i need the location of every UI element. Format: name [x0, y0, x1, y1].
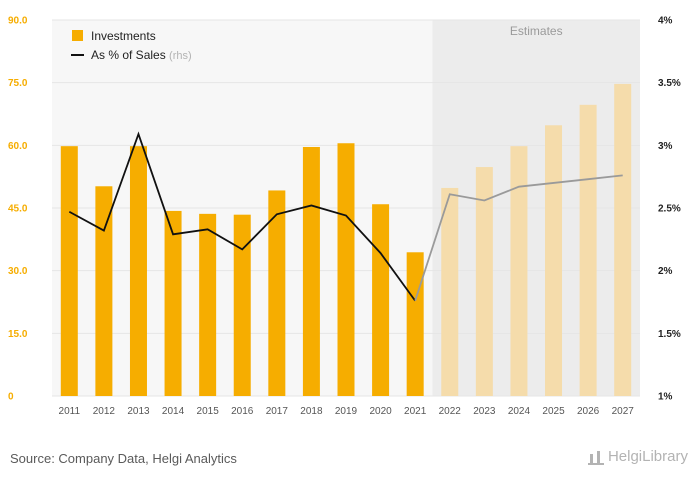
y-right-tick-label: 1%: [658, 392, 673, 403]
investment-bar: [372, 204, 390, 396]
x-tick-label: 2018: [300, 406, 323, 417]
x-tick-label: 2013: [127, 406, 150, 417]
x-tick-label: 2012: [93, 406, 116, 417]
investment-bar: [545, 125, 563, 396]
logo-text: HelgiLibrary: [607, 448, 688, 465]
y-right-tick-label: 2%: [658, 266, 673, 277]
investment-bar: [95, 186, 113, 396]
investment-bar: [302, 147, 320, 396]
sales-pct-line-actual: [68, 131, 416, 302]
x-tick-label: 2017: [266, 406, 289, 417]
y-right-tick-label: 2.5%: [658, 204, 681, 215]
x-tick-label: 2016: [231, 406, 254, 417]
legend-label-sales-pct: As % of Sales (rhs): [91, 48, 192, 62]
investment-bar: [129, 146, 147, 396]
investment-bar: [475, 167, 493, 396]
estimates-label: Estimates: [510, 24, 563, 38]
legend-label-investments: Investments: [91, 29, 156, 43]
x-tick-label: 2022: [439, 406, 462, 417]
x-tick-label: 2024: [508, 406, 531, 417]
x-tick-label: 2027: [612, 406, 635, 417]
source-note: Source: Company Data, Helgi Analytics: [10, 451, 237, 466]
x-tick-label: 2014: [162, 406, 185, 417]
y-left-tick-label: 90.0: [8, 16, 28, 27]
x-tick-label: 2026: [577, 406, 600, 417]
library-icon: [587, 449, 604, 465]
investment-bar: [268, 190, 286, 396]
legend-rhs-suffix: (rhs): [169, 50, 192, 62]
y-right-tick-label: 4%: [658, 16, 673, 27]
investment-bar: [614, 83, 632, 397]
x-tick-label: 2025: [542, 406, 565, 417]
investment-bar: [406, 252, 424, 396]
x-tick-label: 2023: [473, 406, 496, 417]
y-right-tick-label: 1.5%: [658, 329, 681, 340]
x-tick-label: 2011: [59, 406, 81, 417]
y-left-tick-label: 45.0: [8, 204, 28, 215]
investment-bar: [60, 146, 78, 396]
investment-bar: [579, 104, 597, 396]
legend-swatch-investments: [72, 30, 83, 41]
y-left-tick-label: 75.0: [8, 78, 28, 89]
investment-bar: [164, 210, 182, 396]
y-left-tick-label: 30.0: [8, 266, 28, 277]
investment-bar: [510, 146, 528, 396]
y-left-tick-label: 0: [8, 392, 14, 403]
helgi-library-logo: HelgiLibrary: [587, 448, 688, 465]
investment-bar: [199, 213, 217, 396]
y-left-tick-label: 15.0: [8, 329, 28, 340]
investment-bar: [233, 214, 251, 396]
sales-pct-line-estimate: [414, 174, 623, 302]
y-right-tick-label: 3.5%: [658, 78, 681, 89]
investment-bar: [441, 187, 459, 396]
x-tick-label: 2019: [335, 406, 358, 417]
x-tick-label: 2015: [197, 406, 220, 417]
x-tick-label: 2021: [404, 406, 427, 417]
investment-bar: [337, 143, 355, 396]
y-left-tick-label: 60.0: [8, 141, 28, 152]
x-tick-label: 2020: [369, 406, 392, 417]
y-right-tick-label: 3%: [658, 141, 673, 152]
